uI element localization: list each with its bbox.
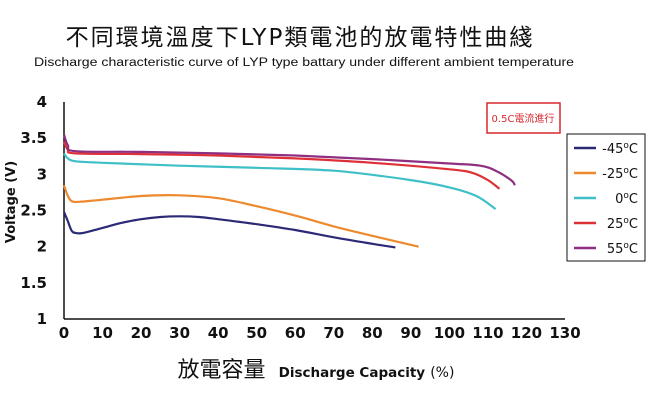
y-tick-label: 3.5 [20,129,47,147]
x-tick-label: 120 [511,324,542,342]
legend-label-0: -45oC [602,141,638,157]
x-axis-unit: (%) [430,365,454,381]
x-tick-label: 10 [92,324,113,342]
x-axis-label-cn: 放電容量 [178,358,266,383]
legend-label-4: 55oC [607,241,638,257]
y-tick-label: 1 [37,310,47,328]
y-tick-label: 3 [37,165,47,183]
y-tick-labels: 1 1.5 2 2.5 3 3.5 4 [20,93,47,328]
series-line-1 [62,184,419,248]
x-tick-label: 90 [400,324,421,342]
chart-title: 不同環境溫度下LYP類電池的放電特性曲綫 [66,25,535,51]
legend-value-4: 55 [607,242,624,257]
annotation-box [486,102,561,134]
series-line-2 [63,152,497,211]
y-tick-label: 2 [37,238,47,256]
legend-label-2: 0oC [615,191,638,207]
x-tick-label: 20 [131,324,152,342]
annotation-text: 0.5C電流進行 [492,112,555,125]
legend-items: -45oC -25oC 0oC 25oC 55oC [574,141,638,257]
y-tick-label: 1.5 [20,274,47,292]
x-tick-label: 0 [59,324,69,342]
series-line-4 [62,134,516,186]
legend-value-1: -25 [602,167,623,182]
x-tick-label: 70 [323,324,344,342]
x-tick-label: 60 [285,324,306,342]
x-tick-label: 80 [362,324,383,342]
y-axis-label: Voltage (V) [4,161,19,243]
legend-value-0: -45 [602,142,623,157]
x-tick-label: 100 [434,324,465,342]
x-axis-label-en: Discharge Capacity [279,365,426,381]
x-tick-label: 110 [472,324,503,342]
legend-value-3: 25 [607,217,624,232]
x-tick-labels: 0 10 20 30 40 50 60 70 80 90 100 110 120 130 [59,324,581,342]
x-tick-label: 50 [246,324,267,342]
x-axis-label: 放電容量 Discharge Capacity (%) [178,358,455,383]
x-tick-label: 130 [549,324,580,342]
series-line-3 [62,141,501,190]
y-tick-label: 2.5 [20,202,47,220]
legend-label-3: 25oC [607,216,638,232]
x-tick-label: 30 [169,324,190,342]
y-tick-label: 4 [37,93,47,111]
series-lines [62,134,516,249]
legend-label-1: -25oC [602,166,638,182]
legend-value-2: 0 [615,192,623,207]
x-tick-label: 40 [208,324,229,342]
chart-subtitle: Discharge characteristic curve of LYP ty… [34,57,574,69]
series-line-0 [62,211,396,249]
